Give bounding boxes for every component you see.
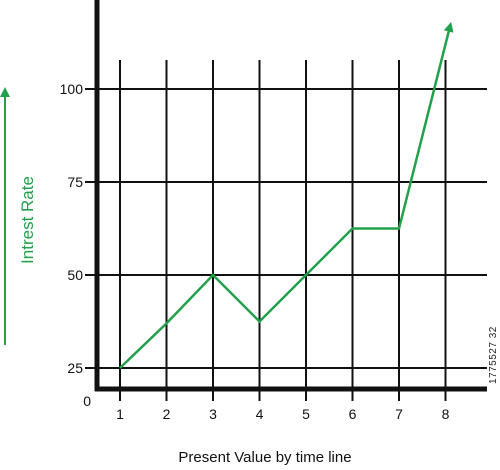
y-axis-title-arrow-head	[0, 87, 10, 97]
x-tick-label-5: 5	[302, 406, 310, 422]
y-axis-title-group: Intrest Rate	[0, 87, 37, 345]
grid-lines	[85, 60, 487, 401]
origin-label: 0	[83, 393, 91, 409]
watermark-id: 1775527 32	[488, 326, 499, 384]
y-tick-label-100: 100	[60, 81, 84, 97]
series-layer	[119, 21, 454, 369]
tick-labels: 1 2 3 4 5 6 7 8 25 50 75 100 0	[60, 81, 450, 422]
x-tick-label-1: 1	[116, 406, 124, 422]
x-tick-label-7: 7	[395, 406, 403, 422]
y-tick-label-25: 25	[67, 360, 83, 376]
y-axis-title: Intrest Rate	[18, 176, 37, 264]
x-tick-label-4: 4	[256, 406, 264, 422]
y-tick-label-75: 75	[67, 174, 83, 190]
x-tick-label-6: 6	[349, 406, 357, 422]
x-tick-label-3: 3	[209, 406, 217, 422]
x-tick-label-2: 2	[163, 406, 171, 422]
y-tick-label-50: 50	[67, 267, 83, 283]
x-axis-title: Present Value by time line	[178, 449, 351, 466]
axes	[94, 0, 487, 392]
x-tick-label-8: 8	[442, 406, 450, 422]
series-line-0	[119, 21, 454, 369]
